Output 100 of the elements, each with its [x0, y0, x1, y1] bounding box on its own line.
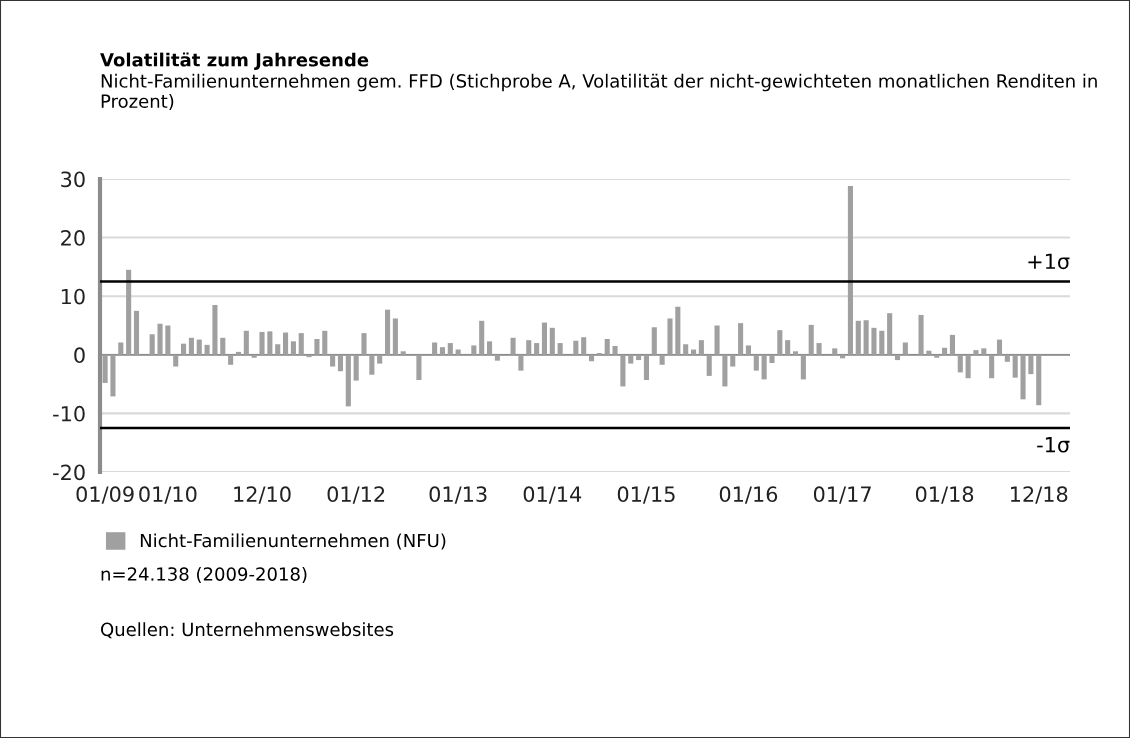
- bar: [298, 333, 304, 355]
- x-tick-label: 12/18: [1011, 486, 1068, 504]
- bar: [283, 332, 289, 355]
- x-tick-label: 01/17: [813, 486, 871, 504]
- bar: [769, 354, 775, 364]
- bar: [714, 325, 720, 355]
- bar: [212, 304, 218, 355]
- bar: [973, 350, 979, 355]
- bar: [110, 354, 116, 397]
- bar: [228, 354, 234, 365]
- bar: [549, 327, 555, 355]
- bar: [659, 354, 665, 365]
- bar: [290, 341, 296, 355]
- x-tick-label: 01/14: [523, 486, 582, 504]
- bar: [455, 349, 461, 355]
- bar: [149, 334, 155, 355]
- x-tick-label: 01/10: [139, 486, 197, 504]
- bar: [400, 351, 406, 355]
- bar: [667, 318, 673, 355]
- bar: [385, 309, 391, 355]
- y-tick-label: 20: [61, 230, 85, 246]
- bar: [361, 333, 367, 355]
- x-tick-label: 12/10: [234, 486, 291, 504]
- bar: [612, 346, 618, 355]
- bar: [220, 337, 226, 355]
- bar: [1012, 354, 1018, 378]
- bar: [808, 324, 814, 355]
- bar: [259, 331, 265, 355]
- bar: [855, 320, 861, 355]
- bar: [832, 348, 838, 355]
- bar: [847, 186, 853, 355]
- bar: [510, 337, 516, 355]
- bar: [706, 354, 712, 376]
- x-tick-label: 01/09: [76, 486, 134, 504]
- bar: [1004, 354, 1010, 362]
- bar: [102, 354, 108, 383]
- ref-line-label: -1σ: [1037, 437, 1070, 453]
- x-tick-label: 01/18: [915, 486, 974, 504]
- bar: [949, 334, 955, 355]
- bar: [204, 344, 210, 355]
- y-tick-label: -10: [53, 405, 85, 422]
- bar: [745, 345, 751, 355]
- bar: [157, 323, 163, 355]
- bar: [620, 354, 626, 387]
- bar: [871, 327, 877, 355]
- bar: [518, 354, 524, 371]
- bar: [267, 331, 273, 355]
- bar: [173, 354, 179, 367]
- chart-subtitle: Nicht-Familienunternehmen gem. FFD (Stichprobe A, Volatilität der nicht-gewichteten monatlichen Renditen in Prozent): [101, 73, 1097, 111]
- bar: [761, 354, 767, 380]
- bar: [934, 354, 940, 358]
- x-tick-label: 01/15: [617, 486, 675, 504]
- x-tick-label: 01/12: [327, 486, 385, 504]
- bar: [345, 354, 351, 407]
- bar: [957, 354, 963, 373]
- bar: [604, 338, 610, 355]
- bar: [926, 350, 932, 355]
- bar: [118, 342, 124, 355]
- bar: [416, 354, 422, 380]
- bar: [792, 351, 799, 355]
- bar: [636, 354, 642, 361]
- bar: [188, 337, 194, 355]
- bar: [275, 344, 281, 355]
- bar: [675, 306, 681, 355]
- bar: [989, 354, 995, 379]
- y-tick-label: -20: [53, 464, 85, 481]
- bar: [800, 354, 806, 380]
- bar: [965, 354, 971, 379]
- bar: [581, 337, 587, 355]
- bar: [628, 354, 634, 364]
- bar: [133, 310, 140, 355]
- bar: [243, 330, 249, 355]
- bar: [353, 354, 359, 381]
- bar: [777, 330, 783, 355]
- bar: [447, 343, 453, 355]
- x-tick-label: 01/16: [719, 486, 778, 504]
- y-tick-label: 10: [61, 288, 85, 305]
- y-tick-label: 30: [61, 171, 85, 188]
- bar: [643, 354, 649, 380]
- bar: [698, 340, 704, 355]
- bar: [1028, 354, 1034, 375]
- bar: [557, 343, 563, 355]
- bar: [942, 347, 948, 355]
- bar: [902, 342, 908, 355]
- bar: [181, 343, 187, 355]
- bar: [314, 338, 320, 355]
- bar: [526, 340, 532, 355]
- bar: [471, 345, 477, 355]
- bar: [996, 339, 1003, 355]
- bar: [887, 313, 893, 355]
- text: n=24.138 (2009-2018): [101, 566, 307, 583]
- bar: [816, 343, 822, 355]
- bar: [918, 314, 924, 355]
- bar: [165, 325, 171, 355]
- bar: [753, 354, 759, 371]
- bar: [322, 330, 328, 355]
- bar: [651, 327, 657, 355]
- bar: [494, 354, 500, 361]
- bar: [879, 330, 885, 355]
- bar: [730, 354, 736, 367]
